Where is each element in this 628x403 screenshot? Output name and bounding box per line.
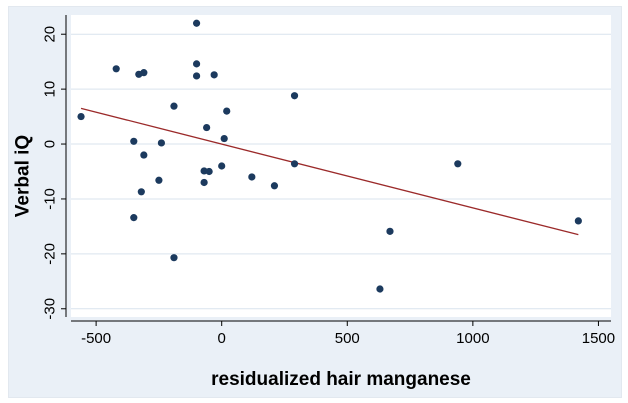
data-point (218, 162, 226, 170)
data-point (137, 188, 145, 196)
data-point (130, 137, 138, 145)
data-point (192, 60, 201, 68)
data-point (130, 214, 138, 222)
data-point (140, 151, 148, 159)
data-point (200, 178, 208, 187)
y-tick-label: -30 (42, 298, 59, 320)
data-point (77, 112, 85, 121)
y-tick-label: -20 (42, 243, 59, 265)
data-point (290, 160, 299, 168)
x-tick-label: 0 (218, 330, 226, 347)
x-tick-label: 500 (335, 330, 360, 347)
data-point (112, 65, 120, 73)
data-point (223, 107, 231, 115)
data-point (157, 139, 166, 147)
data-point (200, 167, 208, 175)
data-point (270, 182, 279, 190)
y-tick-label: 20 (42, 26, 59, 43)
y-axis-title: Verbal iQ (13, 135, 34, 217)
data-point (376, 285, 384, 293)
y-tick-label: -10 (42, 188, 59, 210)
data-point (192, 19, 201, 27)
data-point (386, 227, 394, 235)
chart-background: -500 0 500 1000 1500 -30 -20 -10 0 10 20 residuali… (8, 6, 622, 398)
plot-area (71, 15, 611, 317)
data-point (140, 69, 148, 77)
axes (61, 15, 611, 326)
x-tick-label: -500 (81, 330, 111, 347)
x-tick-label: 1500 (582, 330, 615, 347)
data-point (170, 102, 178, 110)
data-point (192, 72, 201, 80)
scatter-chart: -500 0 500 1000 1500 -30 -20 -10 0 10 20 residuali… (13, 15, 616, 390)
x-axis-title: residualized hair manganese (211, 369, 471, 390)
data-points (77, 19, 582, 293)
tick-labels: -500 0 500 1000 1500 -30 -20 -10 0 10 20 (42, 26, 616, 347)
x-tick-label: 1000 (456, 330, 489, 347)
data-point (210, 71, 218, 79)
data-point (203, 123, 211, 132)
data-point (220, 134, 228, 143)
data-point (574, 217, 582, 225)
data-point (170, 254, 178, 262)
data-point (248, 173, 256, 181)
fit-line-layer (80, 107, 579, 236)
data-point (454, 160, 462, 168)
data-point (290, 92, 299, 100)
data-point (155, 176, 163, 184)
y-tick-label: 10 (42, 81, 59, 98)
y-tick-label: 0 (42, 140, 59, 148)
fit-line (80, 107, 579, 236)
